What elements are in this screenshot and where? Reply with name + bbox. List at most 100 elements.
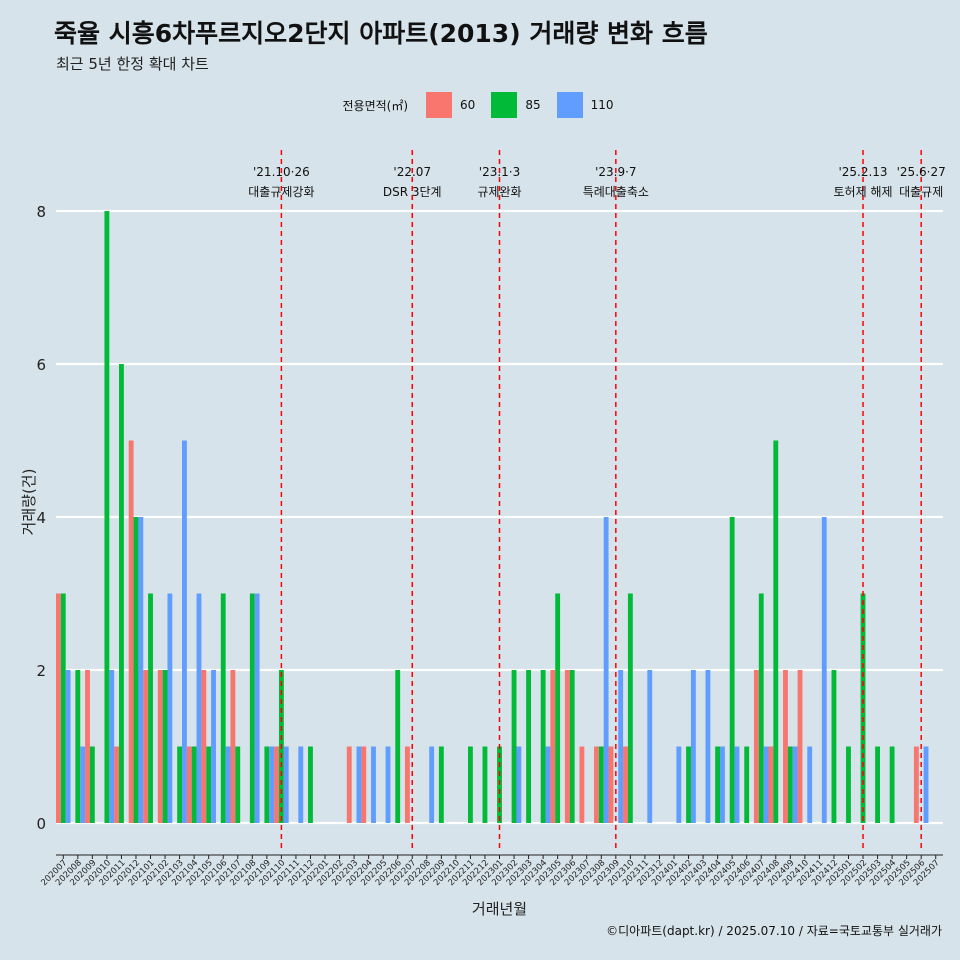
y-tick-label: 0 [36, 815, 46, 833]
bar-85-202108 [249, 593, 255, 823]
event-date-202301: '23.1·3 [479, 165, 520, 179]
event-date-202309: '23.9·7 [595, 165, 636, 179]
bar-60-202009 [85, 670, 90, 823]
bar-85-202101 [148, 593, 153, 823]
bar-60-202105 [201, 670, 207, 823]
event-date-202110: '21.10·26 [253, 165, 310, 179]
bar-110-202205 [385, 746, 391, 823]
legend-swatch-60 [426, 92, 453, 118]
bar-60-202007 [56, 593, 61, 823]
bar-110-202110 [283, 746, 289, 823]
event-label-202301: 규제완화 [477, 185, 521, 199]
bar-110-202104 [196, 593, 202, 823]
chart-subtitle: 최근 5년 한정 확대 차트 [56, 55, 209, 73]
bar-60-202408 [768, 746, 774, 823]
legend-swatch-85 [491, 92, 518, 118]
event-label-202502: 토허제 해제 [834, 185, 893, 199]
bar-85-202404 [715, 746, 721, 823]
bar-110-202308 [603, 517, 609, 823]
bar-110-202309 [618, 670, 624, 823]
bar-60-202203 [346, 746, 352, 823]
bar-85-202304 [540, 670, 546, 823]
bar-85-202009 [89, 746, 95, 823]
bar-60-202310 [623, 746, 628, 823]
bar-110-202103 [182, 440, 187, 823]
source-caption: ©디아파트(dapt.kr) / 2025.07.10 / 자료=국토교통부 실… [606, 924, 942, 938]
bar-85-202405 [729, 517, 735, 823]
bar-110-202304 [545, 746, 551, 823]
y-tick-label: 8 [36, 203, 46, 221]
bar-85-202212 [482, 746, 488, 823]
bar-85-202503 [875, 746, 880, 823]
bar-85-202010 [104, 211, 110, 823]
bar-110-202410 [807, 746, 813, 823]
event-date-202207: '22.07 [393, 165, 431, 179]
y-tick-label: 2 [36, 662, 46, 680]
event-label-202110: 대출규제강화 [248, 185, 314, 199]
bar-60-202011 [114, 746, 120, 823]
bar-85-202412 [831, 670, 837, 823]
event-label-202309: 특례대출축소 [583, 185, 649, 199]
bar-110-202203 [356, 746, 362, 823]
bar-110-202411 [821, 517, 827, 823]
bar-85-202112 [308, 746, 313, 823]
bar-85-202102 [162, 670, 168, 823]
bar-60-202305 [550, 670, 556, 823]
y-axis-title: 거래량(건) [20, 469, 38, 536]
bar-110-202012 [138, 517, 144, 823]
bar-60-202308 [594, 746, 599, 823]
bar-110-202008 [80, 746, 86, 823]
bar-110-202311 [647, 670, 653, 823]
bar-85-202211 [467, 746, 473, 823]
bar-60-202207 [404, 746, 410, 823]
bar-110-202302 [516, 746, 522, 823]
bar-60-202307 [579, 746, 585, 823]
y-tick-label: 6 [36, 356, 46, 374]
bar-85-202206 [395, 670, 401, 823]
bar-110-202409 [792, 746, 798, 823]
bar-85-202302 [511, 670, 517, 823]
event-label-202207: DSR 3단계 [383, 185, 442, 199]
bar-110-202208 [429, 746, 435, 823]
bar-110-202403 [705, 670, 711, 823]
bar-85-202107 [235, 746, 241, 823]
bar-85-202209 [438, 746, 444, 823]
bar-60-202107 [230, 670, 236, 823]
bar-110-202111 [298, 746, 304, 823]
bar-60-202102 [157, 670, 163, 823]
legend-title: 전용면적(㎡) [342, 98, 409, 113]
bar-60-202204 [361, 746, 367, 823]
bar-110-202102 [167, 593, 173, 823]
bar-85-202504 [889, 746, 895, 823]
legend-label-60: 60 [460, 98, 476, 112]
bar-110-202407 [763, 746, 769, 823]
bar-85-202305 [555, 593, 561, 823]
bar-60-202101 [143, 670, 149, 823]
bar-85-202104 [191, 746, 197, 823]
bar-85-202409 [787, 746, 793, 823]
bar-85-202011 [119, 364, 124, 823]
bar-60-202407 [753, 670, 759, 823]
bar-110-202405 [734, 746, 740, 823]
bar-85-202406 [744, 746, 750, 823]
bar-110-202204 [371, 746, 376, 823]
bar-85-202103 [177, 746, 183, 823]
bar-60-202104 [186, 746, 192, 823]
bar-110-202106 [225, 746, 231, 823]
bar-85-202008 [75, 670, 81, 823]
bar-85-202012 [133, 517, 139, 823]
bar-110-202108 [254, 593, 260, 823]
bar-60-202309 [608, 746, 614, 823]
bar-110-202506 [923, 746, 929, 823]
bar-85-202501 [846, 746, 851, 823]
bar-60-202506 [913, 746, 919, 823]
bar-60-202306 [564, 670, 570, 823]
bar-60-202410 [797, 670, 803, 823]
legend-label-85: 85 [525, 98, 541, 112]
bar-110-202007 [65, 670, 71, 823]
chart-title: 죽율 시흥6차푸르지오2단지 아파트(2013) 거래량 변화 흐름 [54, 19, 708, 48]
bar-85-202109 [264, 746, 270, 823]
bar-110-202401 [676, 746, 682, 823]
bar-110-202105 [211, 670, 216, 823]
